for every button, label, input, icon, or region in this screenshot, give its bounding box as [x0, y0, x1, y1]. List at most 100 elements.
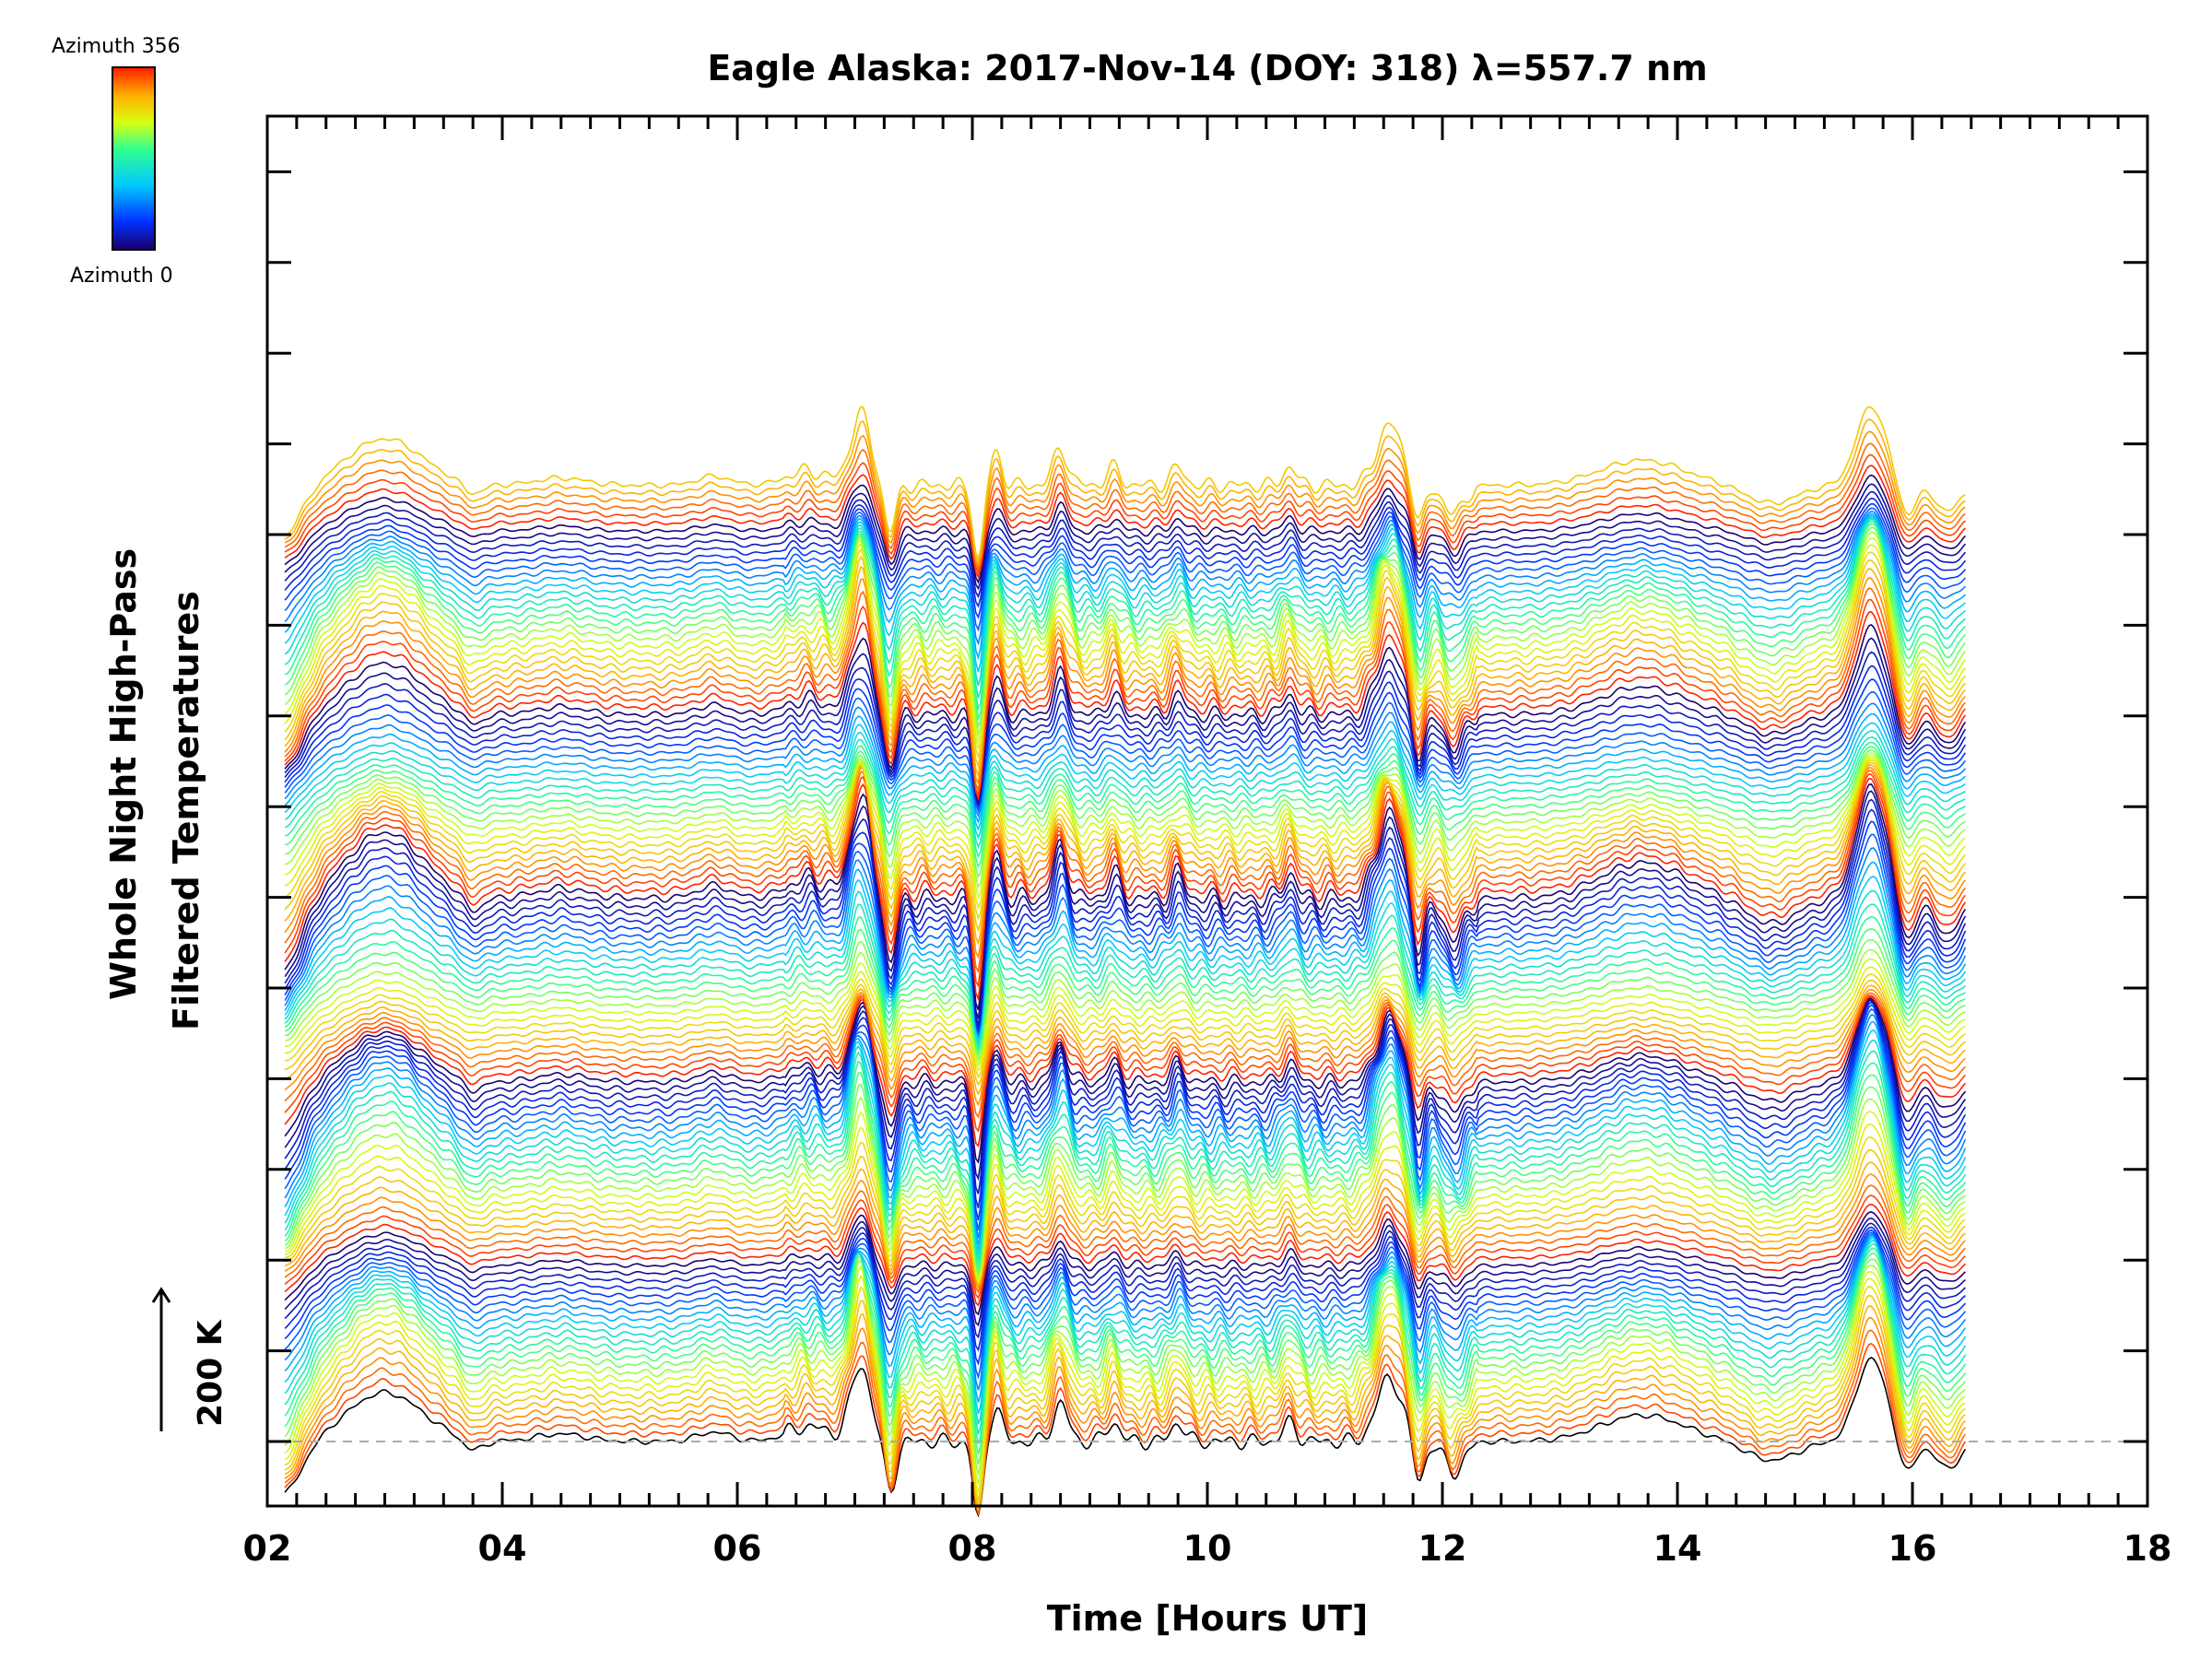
- trace-group: [284, 406, 1967, 1518]
- trace-line: [284, 808, 1967, 1030]
- trace-line: [284, 690, 1967, 813]
- colorbar-top-label: Azimuth 356: [52, 35, 181, 58]
- trace-line: [284, 520, 1966, 712]
- trace-line: [284, 430, 1966, 568]
- x-axis-label: Time [Hours UT]: [1046, 1598, 1369, 1639]
- trace-line: [284, 587, 1966, 793]
- trace-line: [284, 889, 1966, 1045]
- axis-ticks: [265, 116, 2149, 1506]
- trace-line: [284, 1161, 1966, 1288]
- trace-line: [284, 757, 1966, 910]
- trace-line: [284, 406, 1966, 561]
- trace-line: [284, 759, 1966, 921]
- trace-line: [284, 722, 1966, 831]
- trace-line: [284, 988, 1966, 1107]
- x-tick-label: 12: [1418, 1528, 1467, 1569]
- trace-line: [284, 1007, 1967, 1230]
- trace-line: [284, 984, 1966, 1096]
- trace-line: [284, 783, 1967, 1011]
- trace-line: [284, 1096, 1966, 1278]
- trace-line: [284, 502, 1967, 619]
- trace-line: [284, 1259, 1966, 1475]
- trace-line: [284, 507, 1966, 632]
- trace-line: [284, 992, 1966, 1119]
- trace-line: [284, 927, 1966, 1054]
- trace-line: [284, 518, 1966, 699]
- trace-line: [284, 761, 1966, 933]
- x-tick-label: 10: [1182, 1528, 1232, 1569]
- x-tick-label: 18: [2123, 1528, 2172, 1569]
- trace-line: [284, 547, 1966, 758]
- trace-line: [284, 702, 1966, 818]
- trace-line: [284, 531, 1967, 736]
- trace-line: [284, 754, 1966, 900]
- trace-line: [284, 994, 1966, 1133]
- trace-line: [284, 1285, 1966, 1500]
- trace-line: [284, 1265, 1966, 1485]
- trace-line: [284, 790, 1967, 1019]
- trace-line: [284, 1135, 1966, 1285]
- colorbar: [112, 66, 156, 251]
- trace-line: [284, 712, 1966, 824]
- trace-line: [284, 465, 1966, 580]
- trace-line: [284, 1240, 1967, 1425]
- trace-line: [284, 1111, 1966, 1283]
- trace-line: [284, 746, 1966, 869]
- trace-line: [284, 1123, 1966, 1285]
- trace-line: [284, 537, 1967, 745]
- trace-line: [284, 523, 1967, 722]
- trace-line: [284, 1316, 1966, 1512]
- trace-line: [285, 948, 1966, 1063]
- trace-line: [284, 773, 1967, 988]
- trace-line: [284, 1148, 1966, 1286]
- trace-line: [284, 576, 1966, 786]
- trace-line: [284, 1294, 1966, 1506]
- trace-line: [284, 1072, 1966, 1271]
- trace-line: [284, 1242, 1967, 1435]
- x-tick-label: 06: [712, 1528, 762, 1569]
- trace-line: [284, 651, 1967, 806]
- y-axis-label-line2: Filtered Temperatures: [166, 591, 206, 1030]
- trace-line: [284, 1231, 1967, 1380]
- trace-line: [284, 736, 1966, 850]
- trace-line: [284, 749, 1966, 879]
- trace-line: [284, 490, 1967, 599]
- scale-bar-label: 200 K: [192, 1320, 229, 1427]
- trace-line: [284, 1342, 1967, 1516]
- trace-line: [284, 798, 1967, 1026]
- trace-line: [284, 752, 1966, 889]
- trace-line: [284, 770, 1967, 974]
- trace-line: [284, 555, 1966, 770]
- trace-line: [284, 966, 1966, 1073]
- trace-line: [284, 998, 1967, 1182]
- trace-line: [284, 1203, 1966, 1307]
- trace-line: [284, 730, 1966, 841]
- trace-line: [284, 847, 1967, 1036]
- scale-arrow-icon: [151, 1287, 171, 1431]
- trace-line: [284, 1247, 1967, 1445]
- trace-line: [284, 1255, 1967, 1465]
- trace-line: [284, 995, 1966, 1148]
- trace-line: [284, 1211, 1966, 1316]
- trace-line: [284, 1357, 1967, 1518]
- trace-line: [284, 637, 1967, 806]
- trace-line: [284, 1229, 1966, 1366]
- trace-line: [284, 1252, 1967, 1454]
- trace-line: [284, 1039, 1967, 1255]
- trace-line: [284, 876, 1967, 1040]
- trace-line: [284, 1004, 1967, 1221]
- trace-line: [284, 474, 1966, 584]
- trace-line: [284, 1237, 1967, 1415]
- trace-line: [284, 665, 1967, 807]
- trace-line: [284, 820, 1967, 1032]
- trace-line: [284, 1217, 1966, 1327]
- trace-line: [284, 1083, 1966, 1275]
- y-axis-label-line1: Whole Night High-Pass: [103, 547, 144, 1000]
- trace-line: [284, 1226, 1966, 1352]
- trace-line: [284, 1233, 1967, 1391]
- trace-line: [284, 516, 1966, 687]
- trace-line: [284, 903, 1966, 1048]
- trace-line: [284, 979, 1966, 1087]
- chart-title: Eagle Alaska: 2017-Nov-14 (DOY: 318) λ=5…: [707, 48, 1708, 88]
- trace-line: [284, 766, 1967, 959]
